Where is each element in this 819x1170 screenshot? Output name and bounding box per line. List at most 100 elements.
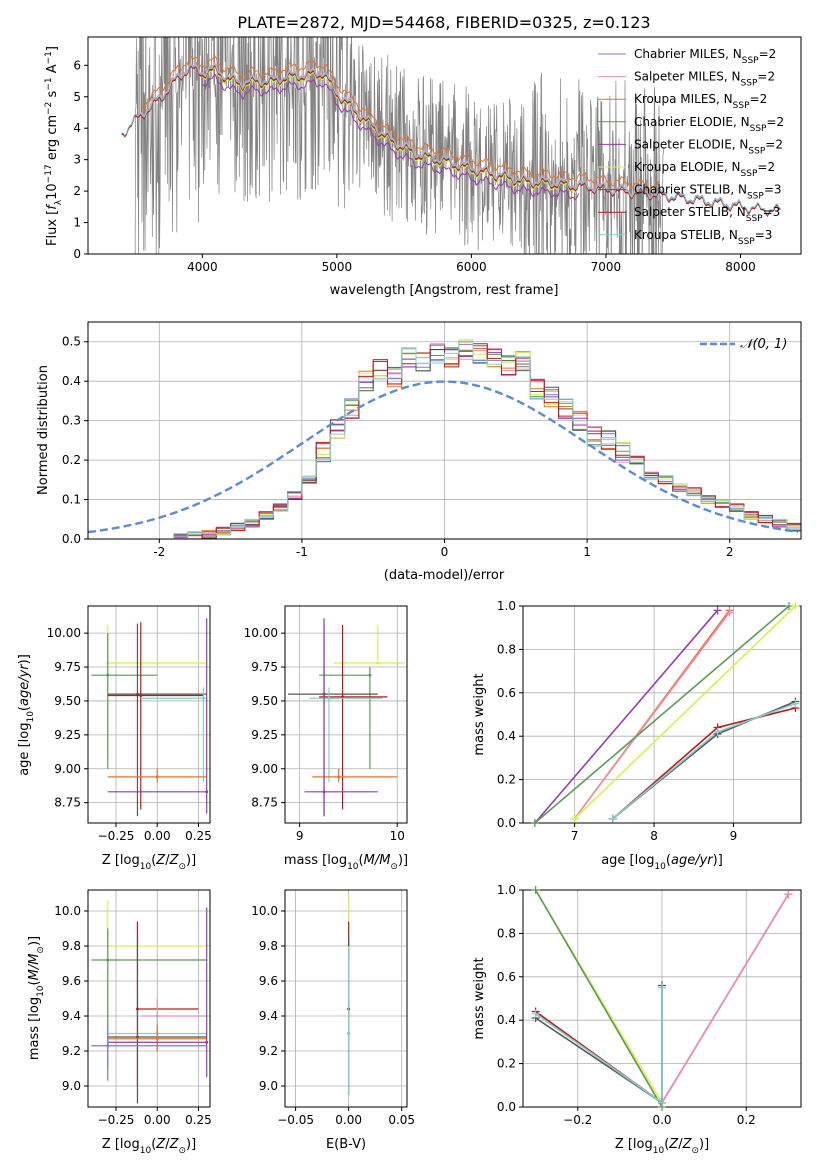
weight-marker	[658, 983, 666, 992]
y-tick-label: 9.0	[62, 1079, 81, 1093]
y-tick-label: 9.50	[54, 694, 81, 708]
y-tick-label: 0.0	[62, 532, 81, 546]
y-tick-label: 0.8	[497, 926, 516, 940]
weight-line	[612, 702, 796, 820]
data-point	[106, 673, 110, 677]
weight-line	[534, 609, 719, 823]
y-axis-label: Normed distribution	[36, 365, 51, 495]
y-tick-label: 9.00	[54, 762, 81, 776]
data-point	[205, 790, 209, 794]
y-tick-label: 1.0	[497, 599, 516, 613]
x-tick-label: -1	[296, 545, 308, 559]
y-tick-label: 0.4	[497, 1013, 516, 1027]
data-point	[155, 775, 159, 779]
weight-marker	[784, 890, 793, 899]
weight-line	[612, 707, 796, 820]
y-tick-label: 0.4	[497, 729, 516, 743]
y-tick-label: 10.0	[54, 904, 81, 918]
x-axis-label: Z [log10(Z/Z⊙)]	[102, 1137, 196, 1156]
x-tick-label: −0.25	[98, 829, 135, 843]
x-tick-label: 9	[296, 829, 304, 843]
y-tick-label: 9.25	[54, 728, 81, 742]
x-tick-label: 7	[571, 829, 579, 843]
x-tick-label: 0.25	[185, 829, 212, 843]
data-point	[337, 775, 341, 779]
y-tick-label: 2	[73, 184, 81, 198]
axes-frame	[284, 605, 408, 824]
weight-line	[535, 985, 663, 1105]
plot-area	[91, 618, 209, 817]
y-axis-label: age [log10(age/yr)]	[17, 654, 36, 776]
data-point	[106, 1044, 110, 1048]
legend-label: 𝒩(0, 1)	[740, 337, 787, 352]
model-line	[140, 61, 660, 199]
data-point	[139, 694, 143, 698]
plot-area	[534, 606, 796, 823]
axes-frame	[87, 889, 211, 1108]
y-tick-label: 3	[73, 153, 81, 167]
y-tick-label: 0.3	[62, 414, 81, 428]
legend-label: Chabrier ELODIE, NSSP=2	[634, 115, 784, 134]
data-point	[322, 790, 326, 794]
axes-frame	[284, 889, 408, 1108]
legend: Chabrier MILES, NSSP=2 Salpeter MILES, NS…	[598, 47, 784, 247]
x-tick-label: 8	[650, 829, 658, 843]
normal-curve	[88, 380, 799, 534]
model-line	[140, 54, 660, 191]
panel-mass-vs-Z: −0.25 0.00 0.25 9.0 9.2 9.4 9.6 9.8 10.0 Z [log10…	[27, 889, 212, 1156]
weight-line	[573, 612, 731, 820]
model-line	[201, 73, 579, 201]
legend-label: Kroupa STELIB, NSSP=3	[634, 228, 772, 247]
y-tick-label: 1.0	[497, 883, 516, 897]
y-axis-label: mass [log10(M/M⊙)]	[27, 936, 46, 1060]
x-axis-label: (data-model)/error	[384, 568, 505, 583]
weight-marker	[531, 1009, 540, 1018]
weight-line	[535, 987, 663, 1105]
legend: 𝒩(0, 1)	[700, 337, 787, 352]
x-tick-label: 0	[441, 545, 449, 559]
data-point	[201, 696, 205, 700]
x-tick-label: 10	[390, 829, 405, 843]
y-tick-label: 8.75	[251, 796, 278, 810]
x-tick-label: 4000	[187, 260, 218, 274]
y-tick-label: 0.0	[497, 1100, 516, 1114]
y-tick-label: 0.1	[62, 493, 81, 507]
legend-label: Salpeter ELODIE, NSSP=2	[634, 137, 783, 156]
x-tick-label: 8000	[725, 260, 756, 274]
data-point	[376, 661, 380, 665]
data-point	[106, 958, 110, 962]
legend-label: Salpeter STELIB, NSSP=3	[634, 205, 780, 224]
y-axis-label: mass weight	[472, 673, 487, 755]
y-tick-label: 6	[73, 58, 81, 72]
x-tick-label: 0.05	[388, 1113, 415, 1127]
weight-line	[661, 893, 790, 1104]
x-tick-label: 0.0	[652, 1113, 671, 1127]
x-tick-label: 5000	[322, 260, 353, 274]
plot-area	[534, 890, 790, 1107]
axes-frame	[522, 605, 802, 824]
y-tick-label: 9.8	[62, 939, 81, 953]
y-tick-label: 9.2	[62, 1044, 81, 1058]
plot-area	[91, 900, 209, 1104]
y-tick-label: 10.00	[47, 626, 81, 640]
panel-spectrum: 4000 5000 6000 7000 8000 0 1 2 3 4 5 6 Chabrier MILE…	[44, 36, 802, 298]
legend-label: Chabrier STELIB, NSSP=3	[634, 183, 782, 202]
weight-line	[534, 890, 663, 1107]
y-tick-label: 8.75	[54, 796, 81, 810]
y-tick-label: 10.0	[251, 904, 278, 918]
x-tick-label: 0.00	[144, 829, 171, 843]
plot-area	[88, 339, 801, 539]
data-point	[205, 1040, 209, 1044]
plot-area	[347, 893, 351, 1095]
data-point	[135, 692, 139, 696]
x-axis-label: mass [log10(M/M⊙)]	[284, 853, 408, 872]
y-tick-label: 0.8	[497, 642, 516, 656]
weight-line	[534, 606, 790, 823]
x-tick-label: 1	[583, 545, 591, 559]
y-tick-label: 9.75	[251, 660, 278, 674]
model-line	[121, 65, 781, 218]
y-tick-label: 9.8	[259, 939, 278, 953]
y-tick-label: 0.6	[497, 686, 516, 700]
y-tick-label: 1	[73, 216, 81, 230]
